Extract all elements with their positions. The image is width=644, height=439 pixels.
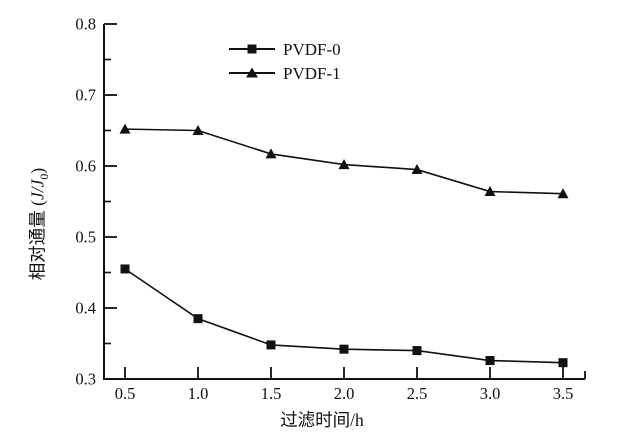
y-axis-title-subscript: 0 — [36, 173, 51, 180]
x-axis-title: 过滤时间/h — [280, 410, 364, 430]
legend-key-triangle — [229, 66, 275, 80]
square-marker-icon — [193, 314, 203, 324]
square-marker-icon — [266, 340, 276, 350]
axis-frame — [103, 24, 585, 380]
y-tick-label: 0.6 — [75, 157, 96, 176]
x-axis-ticks: 0.5 1.0 1.5 2.0 2.5 3.0 3.5 — [115, 367, 574, 403]
legend-item-pvdf-0: PVDF-0 — [229, 37, 341, 61]
x-tick-label: 0.5 — [115, 384, 136, 403]
x-tick-label: 2.5 — [407, 384, 428, 403]
legend-key-square — [229, 42, 275, 56]
square-marker-icon — [412, 346, 422, 356]
x-tick-label: 1.0 — [188, 384, 209, 403]
x-tick-label: 3.5 — [553, 384, 574, 403]
series-pvdf-1 — [119, 123, 569, 199]
y-tick-label: 0.3 — [75, 370, 96, 389]
y-tick-label: 0.4 — [75, 299, 96, 318]
triangle-marker-icon — [484, 186, 496, 197]
x-tick-label: 1.5 — [261, 384, 282, 403]
series-pvdf-0 — [120, 264, 568, 368]
y-tick-label: 0.8 — [75, 15, 96, 34]
y-axis-title: 相对通量 (J/J0) — [24, 168, 52, 280]
legend-label-pvdf-1: PVDF-1 — [283, 63, 341, 83]
square-marker-icon — [339, 344, 349, 354]
square-marker-icon — [247, 44, 257, 54]
y-axis-ticks: 0.3 0.4 0.5 0.6 0.7 0.8 — [75, 15, 117, 389]
square-marker-icon — [120, 264, 130, 274]
y-tick-label: 0.5 — [75, 228, 96, 247]
square-marker-icon — [558, 358, 568, 368]
square-marker-icon — [485, 356, 495, 366]
legend: PVDF-0 PVDF-1 — [229, 37, 341, 85]
legend-label-pvdf-0: PVDF-0 — [283, 39, 341, 59]
triangle-marker-icon — [338, 159, 350, 170]
triangle-marker-icon — [246, 67, 258, 78]
x-tick-label: 3.0 — [480, 384, 501, 403]
triangle-marker-icon — [265, 148, 277, 159]
triangle-marker-icon — [411, 164, 423, 175]
y-axis-title-ratio: J/J — [27, 179, 48, 200]
x-tick-label: 2.0 — [334, 384, 355, 403]
y-axis-title-text: 相对通量 ( — [27, 199, 48, 281]
y-tick-label: 0.7 — [75, 86, 96, 105]
triangle-marker-icon — [192, 125, 204, 135]
y-axis-title-suffix: ) — [27, 167, 48, 174]
triangle-marker-icon — [119, 123, 131, 134]
legend-item-pvdf-1: PVDF-1 — [229, 61, 341, 85]
triangle-marker-icon — [557, 188, 569, 199]
